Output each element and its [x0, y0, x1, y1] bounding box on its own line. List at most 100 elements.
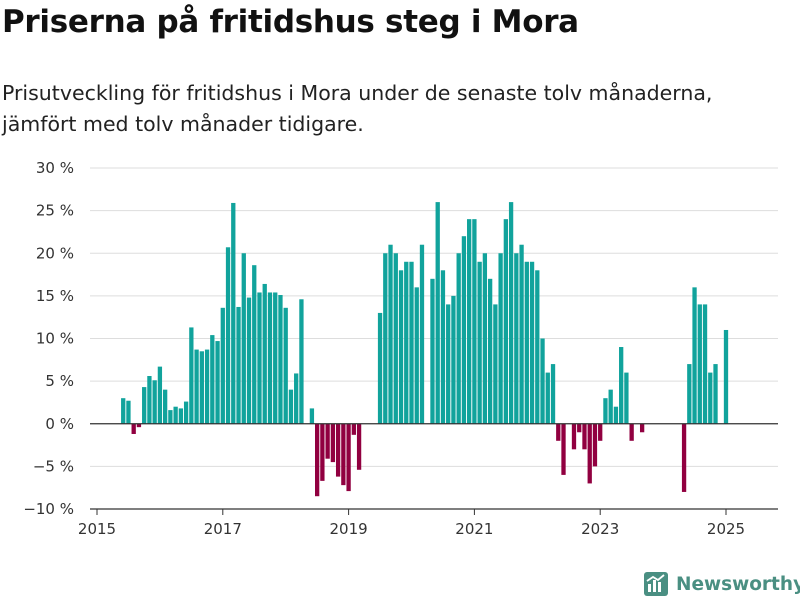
bar [613, 406, 619, 424]
y-tick-label: 0 % [45, 415, 74, 433]
bar [152, 380, 157, 424]
bar [524, 261, 529, 424]
bar [498, 253, 503, 424]
bar [487, 278, 493, 424]
x-tick-label: 2019 [330, 520, 368, 538]
bar [341, 423, 346, 486]
bar [598, 423, 603, 441]
x-tick-label: 2025 [707, 520, 745, 538]
bar [446, 304, 451, 424]
bar [723, 329, 729, 424]
bar [550, 364, 556, 424]
bar [545, 372, 550, 424]
axes: 30 % 25 % 20 % 15 % 10 % 5 % 0 % −5 % −10 %2015 2… [23, 159, 778, 538]
bar [121, 398, 126, 424]
bar [398, 270, 404, 424]
y-tick-label: 30 % [36, 159, 74, 177]
bar [409, 261, 414, 424]
bar [168, 410, 173, 424]
bar [257, 292, 262, 424]
chart-subtitle: Prisutveckling för fritidshus i Mora und… [2, 81, 713, 136]
bar [629, 423, 634, 441]
bar [288, 389, 294, 424]
bar [587, 423, 592, 484]
bar [702, 304, 708, 424]
bar [540, 338, 545, 424]
bar [414, 287, 419, 424]
y-tick-label: 15 % [36, 287, 74, 305]
bar [404, 261, 409, 424]
bar [183, 401, 189, 424]
bar [283, 307, 288, 424]
bar [131, 423, 136, 434]
bar [330, 423, 336, 463]
bar [708, 372, 713, 424]
bar [456, 253, 461, 424]
bar [467, 219, 472, 424]
brand-logo[interactable]: Newsworthy [644, 568, 800, 600]
bar [681, 423, 687, 492]
bar [236, 306, 241, 424]
bar [419, 244, 425, 424]
bar [430, 278, 435, 424]
bar [220, 307, 225, 424]
bar [624, 372, 629, 424]
bar [556, 423, 561, 441]
y-tick-label: 25 % [36, 202, 74, 220]
bar [477, 261, 482, 424]
bar [451, 295, 456, 424]
bar [493, 304, 498, 424]
chart-title: Priserna på fritidshus steg i Mora [2, 4, 579, 40]
bar [592, 423, 598, 467]
bar [315, 423, 320, 497]
bar [472, 219, 477, 424]
x-tick-label: 2017 [204, 520, 242, 538]
y-tick-label: 5 % [45, 372, 74, 390]
y-tick-label: −10 % [23, 500, 74, 518]
y-tick-label: −5 % [33, 457, 74, 475]
bar [157, 366, 163, 424]
bar [320, 423, 325, 481]
bar [267, 292, 273, 424]
x-tick-label: 2023 [581, 520, 619, 538]
bar [393, 253, 398, 424]
bar [561, 423, 566, 475]
bar [225, 247, 231, 424]
bar [713, 364, 718, 424]
bar [194, 349, 199, 424]
bar [461, 236, 467, 424]
bar [126, 400, 131, 424]
bar [514, 253, 519, 424]
bar [346, 423, 351, 492]
bar [278, 295, 283, 424]
bar [142, 387, 147, 424]
y-tick-label: 20 % [36, 244, 74, 262]
bar [619, 347, 624, 424]
bar [508, 202, 514, 424]
bar [199, 351, 204, 424]
bar [325, 423, 330, 459]
bar [273, 292, 278, 424]
bar [435, 202, 440, 424]
bar [482, 253, 488, 424]
bar [294, 373, 299, 424]
bar [571, 423, 577, 450]
newsworthy-logo-icon [644, 572, 668, 596]
bar [136, 423, 142, 428]
bar [262, 283, 267, 424]
bar [356, 423, 362, 470]
annotations: 11 % [723, 0, 764, 4]
bar [388, 244, 393, 424]
bar [529, 261, 535, 424]
x-tick-label: 2021 [455, 520, 493, 538]
x-tick-label: 2015 [78, 520, 116, 538]
bar [603, 398, 608, 424]
bar [309, 408, 315, 424]
bar [519, 244, 524, 424]
bar [210, 335, 215, 424]
bar [241, 253, 246, 424]
bar [204, 349, 210, 424]
bar [440, 270, 446, 424]
bar [178, 408, 184, 424]
bar [252, 265, 257, 424]
